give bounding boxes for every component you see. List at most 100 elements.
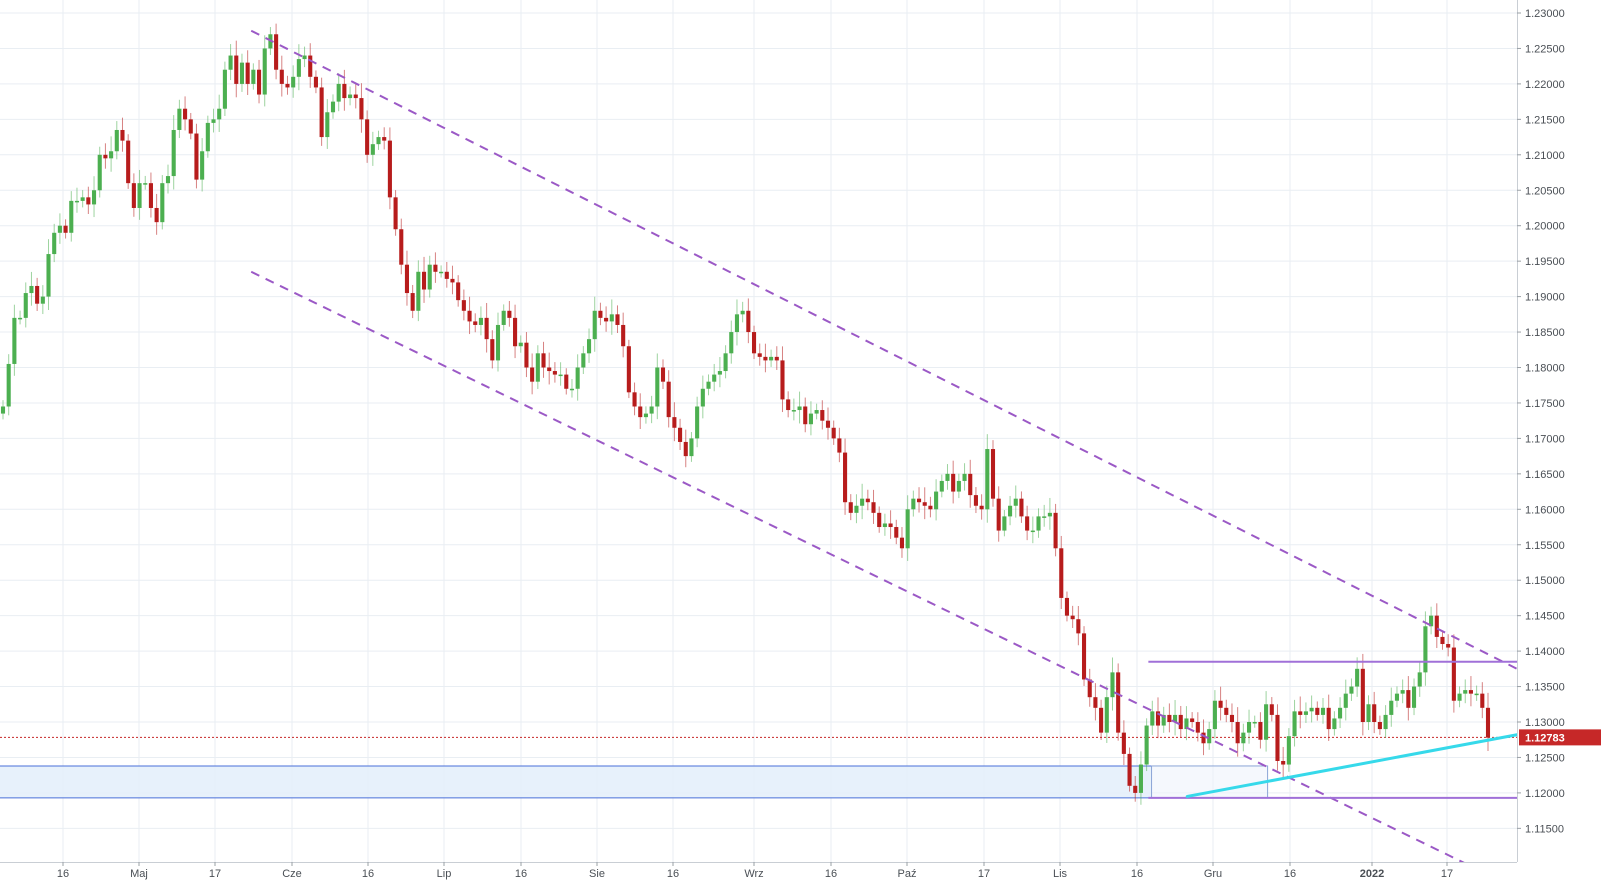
candle-up xyxy=(1457,693,1462,701)
candle-up xyxy=(40,296,45,304)
candle-down xyxy=(877,512,882,528)
candle-up xyxy=(1246,722,1252,733)
price-tick-label: 1.17500 xyxy=(1525,398,1565,410)
time-tick-label: Cze xyxy=(282,868,302,880)
candle-down xyxy=(444,271,449,279)
candle-up xyxy=(985,449,990,510)
candle-down xyxy=(1468,690,1473,694)
candle-up xyxy=(1144,725,1149,765)
candle-up xyxy=(962,473,967,481)
candle-up xyxy=(518,342,523,347)
candle-up xyxy=(416,271,421,311)
candle-up xyxy=(57,225,62,233)
candle-down xyxy=(865,498,870,503)
candle-up xyxy=(376,137,381,145)
candle-up xyxy=(1355,668,1360,687)
channel-lower-line[interactable] xyxy=(250,270,1518,888)
candle-down xyxy=(1434,615,1439,637)
candle-up xyxy=(137,183,142,208)
candle-up xyxy=(165,176,171,184)
candle-up xyxy=(336,83,341,102)
candle-up xyxy=(729,332,734,354)
candle-up xyxy=(109,151,114,159)
candle-up xyxy=(1429,615,1434,627)
candle-down xyxy=(1155,711,1161,726)
candle-down xyxy=(1059,548,1064,598)
candle-up xyxy=(1349,686,1354,694)
price-tick-label: 1.18000 xyxy=(1525,363,1565,375)
candle-down xyxy=(1087,679,1092,698)
candle-up xyxy=(1150,711,1155,726)
time-tick-label: Sie xyxy=(589,868,605,880)
candle-down xyxy=(183,108,188,120)
candle-down xyxy=(131,183,136,208)
price-tick-label: 1.19000 xyxy=(1525,292,1565,304)
candle-down xyxy=(786,399,791,411)
candle-down xyxy=(996,498,1001,531)
price-tick-label: 1.16500 xyxy=(1525,469,1565,481)
candle-down xyxy=(621,324,626,347)
candle-up xyxy=(814,410,819,414)
price-tick-label: 1.18500 xyxy=(1525,327,1565,339)
candle-down xyxy=(678,427,683,442)
candle-down xyxy=(820,410,825,421)
candle-down xyxy=(285,83,290,88)
candle-down xyxy=(507,310,512,318)
candle-up xyxy=(177,108,182,130)
candle-up xyxy=(569,388,575,391)
time-tick-label: 17 xyxy=(978,868,990,880)
time-axis[interactable] xyxy=(0,862,1603,883)
candle-down xyxy=(308,55,313,77)
candle-up xyxy=(1036,516,1041,531)
candle-down xyxy=(126,140,131,184)
candle-up xyxy=(1042,516,1047,518)
candle-up xyxy=(325,112,330,138)
candle-down xyxy=(1116,672,1121,733)
candle-down xyxy=(831,427,836,439)
candle-up xyxy=(1463,690,1468,694)
candle-down xyxy=(1377,722,1382,730)
candle-up xyxy=(939,480,944,492)
candle-down xyxy=(1190,718,1195,722)
candle-up xyxy=(296,59,301,77)
support-trendline[interactable] xyxy=(1185,733,1519,798)
candle-up xyxy=(69,200,74,233)
candle-down xyxy=(194,133,199,180)
candle-up xyxy=(1047,512,1052,517)
candle-down xyxy=(319,87,324,138)
candle-up xyxy=(581,353,586,368)
candle-down xyxy=(1019,498,1024,517)
candle-down xyxy=(1201,732,1206,744)
candle-down xyxy=(888,523,893,528)
candle-up xyxy=(945,473,950,481)
candle-down xyxy=(899,537,905,549)
candle-down xyxy=(1406,690,1411,708)
candle-down xyxy=(399,229,404,265)
candle-down xyxy=(541,353,546,368)
candle-down xyxy=(1081,633,1087,680)
candle-up xyxy=(1303,711,1308,715)
candle-up xyxy=(12,317,17,364)
candle-down xyxy=(467,310,472,322)
candle-up xyxy=(1138,764,1143,793)
candle-down xyxy=(604,317,609,322)
candle-down xyxy=(1269,704,1274,715)
candle-up xyxy=(330,101,336,113)
candle-down xyxy=(757,353,762,357)
candle-up xyxy=(655,367,660,407)
candle-down xyxy=(154,207,159,223)
candle-down xyxy=(404,264,410,294)
candle-up xyxy=(18,317,23,320)
candle-up xyxy=(1286,736,1291,765)
candle-down xyxy=(103,154,108,159)
time-tick-label: Wrz xyxy=(744,868,763,880)
candle-down xyxy=(1127,753,1132,786)
candle-down xyxy=(433,264,438,272)
candle-down xyxy=(382,137,387,141)
channel-upper-line[interactable] xyxy=(250,29,1518,670)
candle-up xyxy=(1008,505,1013,517)
candle-up xyxy=(712,374,717,382)
